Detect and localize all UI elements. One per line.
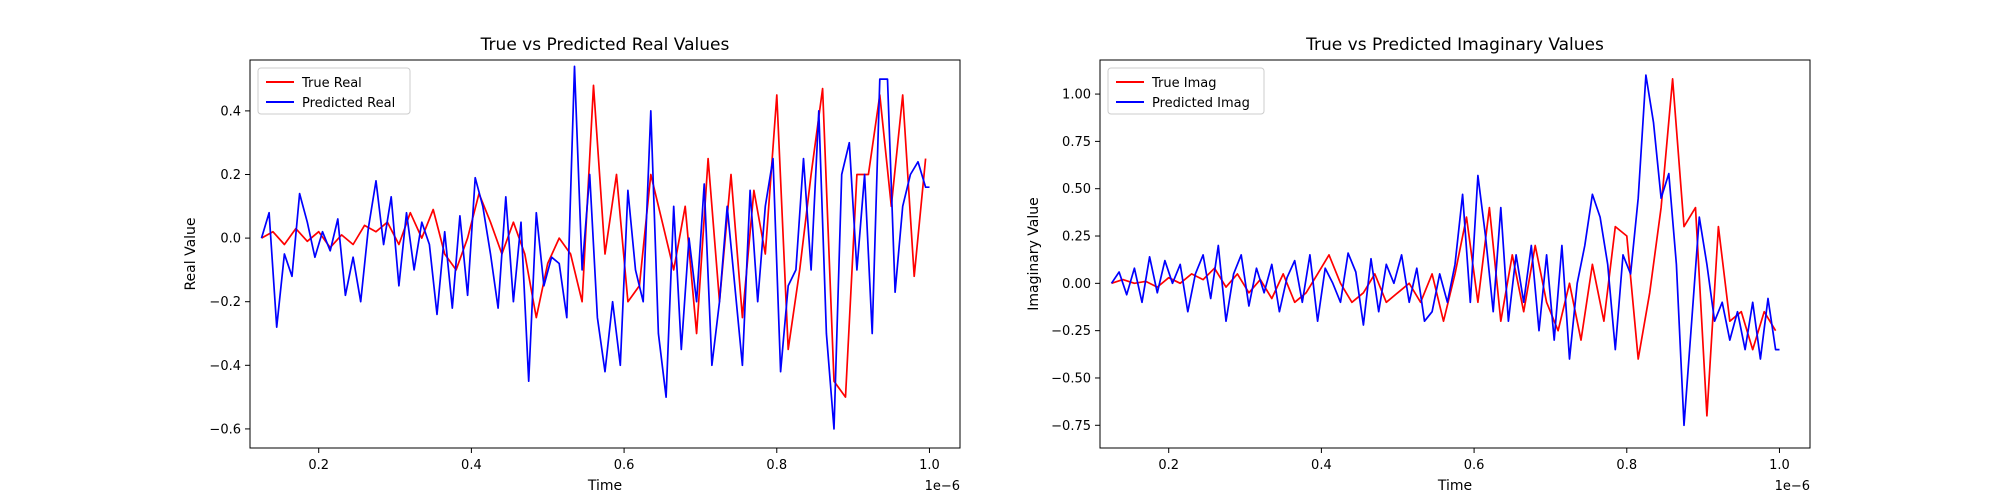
y-tick-label: 0.75	[1062, 135, 1091, 150]
legend-label-true: True Imag	[1151, 76, 1216, 91]
x-axis-label: Time	[587, 478, 622, 494]
y-tick-label: 0.2	[220, 168, 241, 183]
legend-box	[1107, 67, 1265, 115]
x-tick-label: 1.0	[1769, 458, 1790, 473]
x-offset-label: 1e−6	[925, 479, 960, 494]
legend: True Imag Predicted Imag	[1107, 67, 1265, 115]
y-axis-label: Imaginary Value	[1026, 197, 1042, 311]
x-axis-label: Time	[1437, 478, 1472, 494]
legend-box	[257, 67, 411, 115]
legend-label-true: True Real	[301, 76, 362, 91]
y-tick-label: −0.4	[209, 359, 241, 374]
x-tick-label: 0.4	[461, 458, 482, 473]
chart-title: True vs Predicted Imaginary Values	[1305, 35, 1604, 55]
predicted-series-line	[260, 65, 930, 430]
y-tick-label: 0.00	[1062, 277, 1091, 292]
real-values-chart: True vs Predicted Real Values Time Real …	[183, 35, 961, 494]
y-tick-label: 0.0	[220, 232, 241, 247]
series-group	[260, 65, 930, 430]
x-tick-label: 0.2	[308, 458, 329, 473]
x-tick-label: 0.8	[766, 458, 787, 473]
y-ticks: −0.75 −0.50 −0.25 0.00 0.25 0.50 0.75 1.00	[1051, 88, 1100, 434]
y-tick-label: 0.25	[1062, 230, 1091, 245]
x-tick-label: 0.6	[614, 458, 635, 473]
y-tick-label: −0.6	[209, 422, 241, 437]
x-ticks: 0.2 0.4 0.6 0.8 1.0	[1158, 448, 1790, 473]
x-ticks: 0.2 0.4 0.6 0.8 1.0	[308, 448, 940, 473]
x-tick-label: 1.0	[919, 458, 940, 473]
y-axis-label: Real Value	[183, 217, 199, 290]
y-tick-label: −0.50	[1051, 371, 1091, 386]
legend-label-predicted: Predicted Real	[302, 96, 395, 111]
x-tick-label: 0.6	[1464, 458, 1485, 473]
predicted-series-line	[1110, 74, 1780, 427]
axes-frame	[1099, 59, 1811, 449]
series-group	[1110, 74, 1780, 427]
y-tick-label: −0.25	[1051, 324, 1091, 339]
x-offset-label: 1e−6	[1775, 479, 1810, 494]
y-tick-label: −0.2	[209, 295, 241, 310]
x-tick-label: 0.4	[1311, 458, 1332, 473]
legend-label-predicted: Predicted Imag	[1152, 96, 1250, 111]
x-tick-label: 0.2	[1158, 458, 1179, 473]
y-ticks: −0.6 −0.4 −0.2 0.0 0.2 0.4	[209, 104, 250, 437]
true-series-line	[1111, 78, 1777, 417]
y-tick-label: 0.4	[220, 104, 241, 119]
true-series-line	[261, 84, 927, 398]
y-tick-label: 1.00	[1062, 88, 1091, 103]
x-tick-label: 0.8	[1616, 458, 1637, 473]
chart-title: True vs Predicted Real Values	[480, 35, 730, 55]
y-tick-label: −0.75	[1051, 419, 1091, 434]
imaginary-values-chart: True vs Predicted Imaginary Values Time …	[1026, 35, 1811, 494]
legend: True Real Predicted Real	[257, 67, 411, 115]
y-tick-label: 0.50	[1062, 182, 1091, 197]
axes-frame	[249, 59, 961, 449]
